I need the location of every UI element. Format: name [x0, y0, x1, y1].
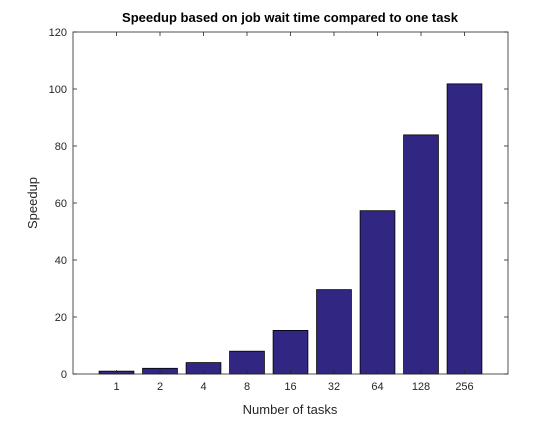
- y-axis-label: Speedup: [25, 177, 40, 229]
- x-tick-label: 32: [328, 381, 340, 393]
- x-axis-label: Number of tasks: [243, 402, 338, 417]
- bar-32: [316, 289, 352, 375]
- axes: 0 20 40 60 80 100 120 1 2 4 8 16 32 64 128 256: [49, 27, 509, 393]
- bar-256: [446, 83, 483, 375]
- x-tick-label: 64: [371, 381, 383, 393]
- bar-128: [403, 134, 439, 375]
- y-tick-label: 20: [55, 312, 67, 324]
- bar-64: [359, 210, 396, 375]
- y-tick-label: 120: [49, 27, 67, 39]
- x-tick-label: 8: [244, 381, 250, 393]
- x-tick-label: 2: [157, 381, 163, 393]
- x-tick-label: 16: [284, 381, 296, 393]
- y-tick-label: 40: [55, 255, 67, 267]
- chart-title: Speedup based on job wait time compared …: [122, 10, 459, 25]
- y-tick-label: 100: [49, 84, 67, 96]
- x-tick-label: 4: [200, 381, 206, 393]
- y-tick-label: 80: [55, 141, 67, 153]
- bars: [98, 83, 483, 375]
- plot-background: [73, 32, 508, 374]
- x-tick-label: 1: [113, 381, 119, 393]
- x-tick-label: 128: [412, 381, 430, 393]
- y-tick-label: 60: [55, 198, 67, 210]
- plot-area: [73, 32, 508, 374]
- x-tick-label: 256: [455, 381, 473, 393]
- bar-16: [272, 329, 309, 375]
- y-tick-label: 0: [61, 369, 67, 381]
